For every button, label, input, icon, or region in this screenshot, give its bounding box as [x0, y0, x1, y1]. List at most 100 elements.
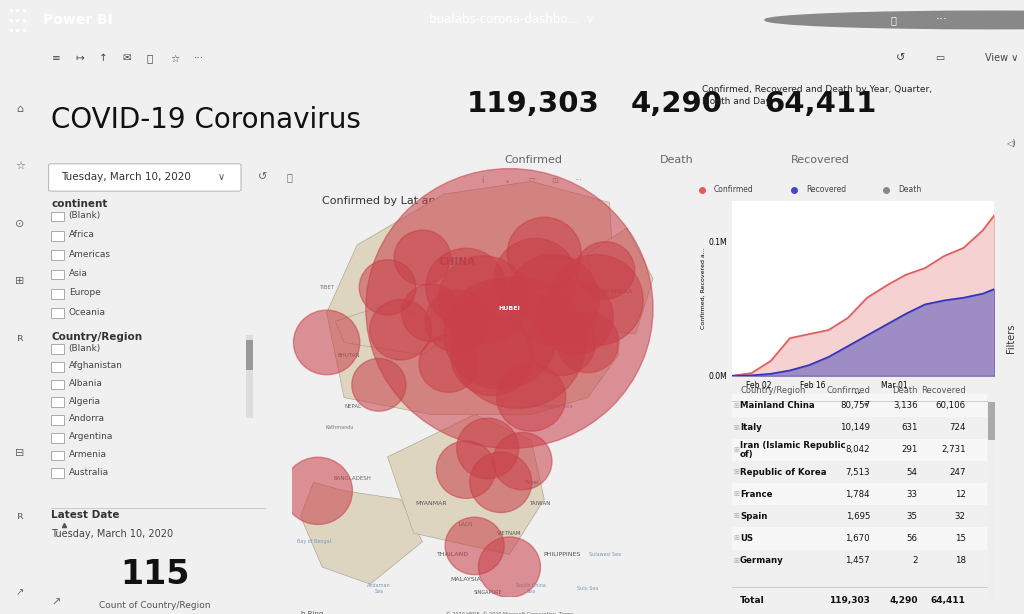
Text: 631: 631	[901, 423, 918, 432]
Circle shape	[445, 517, 504, 575]
Text: France: France	[740, 490, 773, 499]
Text: Armenia: Armenia	[69, 450, 106, 459]
Text: Philippine Sea: Philippine Sea	[534, 403, 572, 408]
Text: Mainland China: Mainland China	[740, 401, 815, 410]
Text: NEPAL: NEPAL	[344, 403, 361, 408]
Text: Andorra: Andorra	[69, 414, 104, 424]
Text: 🔍: 🔍	[891, 15, 897, 25]
Text: Recovered: Recovered	[791, 155, 850, 165]
Text: 2,731: 2,731	[941, 445, 966, 454]
Text: ▾: ▾	[863, 400, 867, 408]
Text: CHINA: CHINA	[438, 257, 476, 267]
Circle shape	[438, 256, 528, 344]
Text: Albania: Albania	[69, 379, 102, 388]
Text: 35: 35	[907, 512, 918, 521]
Text: 7,513: 7,513	[846, 467, 870, 476]
Text: 56: 56	[907, 534, 918, 543]
Bar	[51, 344, 63, 354]
Text: bualabs-corona-dashbo...  ∨: bualabs-corona-dashbo... ∨	[429, 14, 595, 26]
Text: Sulawesi Sea: Sulawesi Sea	[589, 552, 622, 557]
Text: ⊟: ⊟	[15, 448, 25, 458]
Text: MYANMAR: MYANMAR	[416, 501, 446, 506]
Text: ⊞: ⊞	[733, 425, 739, 430]
Bar	[51, 468, 63, 478]
Text: Death: Death	[892, 386, 918, 395]
Text: Tuesday, March 10, 2020: Tuesday, March 10, 2020	[51, 529, 173, 539]
Text: ⊞: ⊞	[733, 469, 739, 475]
Text: Oceania: Oceania	[69, 308, 105, 317]
Text: Confirmed: Confirmed	[714, 185, 754, 194]
Circle shape	[507, 217, 582, 290]
Circle shape	[493, 432, 552, 490]
Circle shape	[470, 452, 531, 513]
Text: ☆: ☆	[170, 53, 179, 63]
Polygon shape	[301, 483, 422, 584]
Text: ⊞: ⊞	[733, 513, 739, 519]
Text: Count of Country/Region: Count of Country/Region	[99, 600, 211, 610]
Bar	[51, 451, 63, 460]
Polygon shape	[588, 228, 653, 334]
Bar	[51, 362, 63, 371]
Text: ⊞: ⊞	[733, 558, 739, 564]
Polygon shape	[387, 414, 545, 554]
Text: Spain: Spain	[740, 512, 768, 521]
Text: ···: ···	[936, 14, 948, 26]
Text: ⊡: ⊡	[552, 176, 558, 185]
Text: Death: Death	[898, 185, 921, 194]
Circle shape	[394, 230, 451, 286]
Text: ⊞: ⊞	[733, 447, 739, 453]
Text: ⌂: ⌂	[16, 104, 24, 114]
Bar	[246, 340, 254, 370]
Text: 115: 115	[120, 558, 189, 591]
Text: 2: 2	[912, 556, 918, 565]
Circle shape	[575, 242, 635, 299]
Text: ʀ: ʀ	[16, 333, 24, 343]
Text: US: US	[740, 534, 754, 543]
Text: continent: continent	[51, 199, 108, 209]
Text: Australia: Australia	[69, 468, 109, 476]
Text: 724: 724	[949, 423, 966, 432]
Text: Pyongyang: Pyongyang	[544, 255, 570, 260]
Text: Italy: Italy	[740, 423, 762, 432]
Text: 1,695: 1,695	[846, 512, 870, 521]
Text: 18: 18	[954, 556, 966, 565]
Text: 291: 291	[901, 445, 918, 454]
Text: Bay of Bengal: Bay of Bengal	[297, 539, 331, 544]
Circle shape	[506, 255, 600, 346]
Circle shape	[557, 312, 618, 373]
Text: BANGLADESH: BANGLADESH	[334, 476, 372, 481]
Bar	[51, 212, 63, 221]
Text: Sulu Sea: Sulu Sea	[578, 586, 598, 591]
Text: 12: 12	[954, 490, 966, 499]
Bar	[51, 433, 63, 443]
Text: THAILAND: THAILAND	[437, 552, 469, 557]
Bar	[51, 251, 63, 260]
X-axis label: Year: Year	[854, 392, 872, 402]
Text: ⊙: ⊙	[15, 219, 25, 228]
Circle shape	[527, 309, 596, 375]
Bar	[51, 231, 63, 241]
Text: 64,411: 64,411	[764, 90, 877, 118]
Text: BHUTAN: BHUTAN	[337, 352, 359, 358]
Text: ↑: ↑	[99, 53, 108, 63]
Text: Republic of Korea: Republic of Korea	[740, 467, 826, 476]
Bar	[51, 415, 63, 425]
Bar	[732, 483, 987, 505]
Circle shape	[765, 11, 1024, 29]
Bar	[987, 402, 994, 602]
Text: Iran (Islamic Republic
of): Iran (Islamic Republic of)	[740, 440, 846, 459]
Text: 15: 15	[954, 534, 966, 543]
Text: VIETNAM: VIETNAM	[498, 530, 521, 536]
Text: PHILIPPINES: PHILIPPINES	[543, 552, 581, 557]
Text: Europe: Europe	[69, 288, 100, 297]
Text: ▽: ▽	[528, 176, 536, 185]
Text: View ∨: View ∨	[985, 53, 1018, 63]
Circle shape	[370, 300, 432, 360]
Bar	[987, 402, 994, 440]
Text: ʀ: ʀ	[16, 511, 24, 521]
Text: 4,290: 4,290	[631, 90, 723, 118]
Circle shape	[457, 418, 519, 479]
Text: 4,290: 4,290	[889, 596, 918, 605]
Text: Americas: Americas	[69, 249, 111, 258]
Text: 119,303: 119,303	[467, 90, 599, 118]
